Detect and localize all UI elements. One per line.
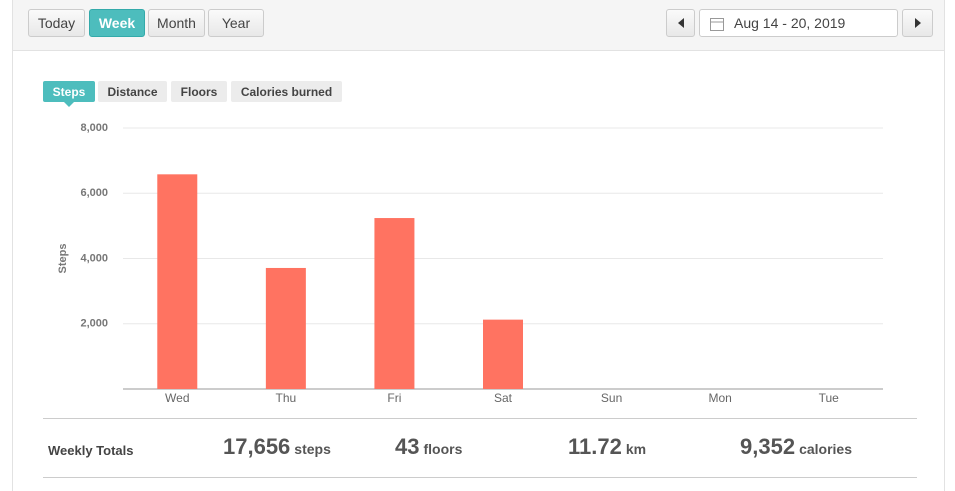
range-button[interactable]: Today (28, 9, 85, 37)
range-button[interactable]: Week (89, 9, 145, 37)
total-value: 17,656 (223, 434, 291, 459)
calendar-icon (710, 18, 724, 31)
total-value: 9,352 (740, 434, 796, 459)
total-item: 9,352 calories (740, 434, 852, 460)
date-range: Aug 14 - 20, 2019 (734, 15, 846, 31)
range-button[interactable]: Month (148, 9, 205, 37)
tab-caret (64, 102, 74, 107)
totals-label: Weekly Totals (48, 443, 134, 458)
total-unit: km (625, 441, 647, 457)
prev-button[interactable] (666, 9, 695, 37)
total-unit: steps (294, 441, 331, 457)
total-unit: floors (423, 441, 463, 457)
total-value: 11.72 (568, 434, 622, 459)
next-button[interactable] (902, 9, 933, 37)
divider (43, 418, 917, 419)
date-field[interactable]: Aug 14 - 20, 2019 (699, 9, 898, 37)
total-item: 17,656 steps (223, 434, 331, 460)
panel (12, 51, 945, 491)
metric-tab[interactable]: Floors (171, 81, 227, 102)
prev-icon (677, 18, 684, 28)
divider (43, 477, 917, 478)
total-value: 43 (395, 434, 420, 459)
total-item: 11.72 km (568, 434, 646, 460)
next-icon (914, 18, 921, 28)
range-button[interactable]: Year (208, 9, 264, 37)
metric-tab[interactable]: Calories burned (231, 81, 342, 102)
total-item: 43 floors (395, 434, 462, 460)
total-unit: calories (799, 441, 852, 457)
metric-tab[interactable]: Steps (43, 81, 95, 102)
metric-tab[interactable]: Distance (98, 81, 167, 102)
